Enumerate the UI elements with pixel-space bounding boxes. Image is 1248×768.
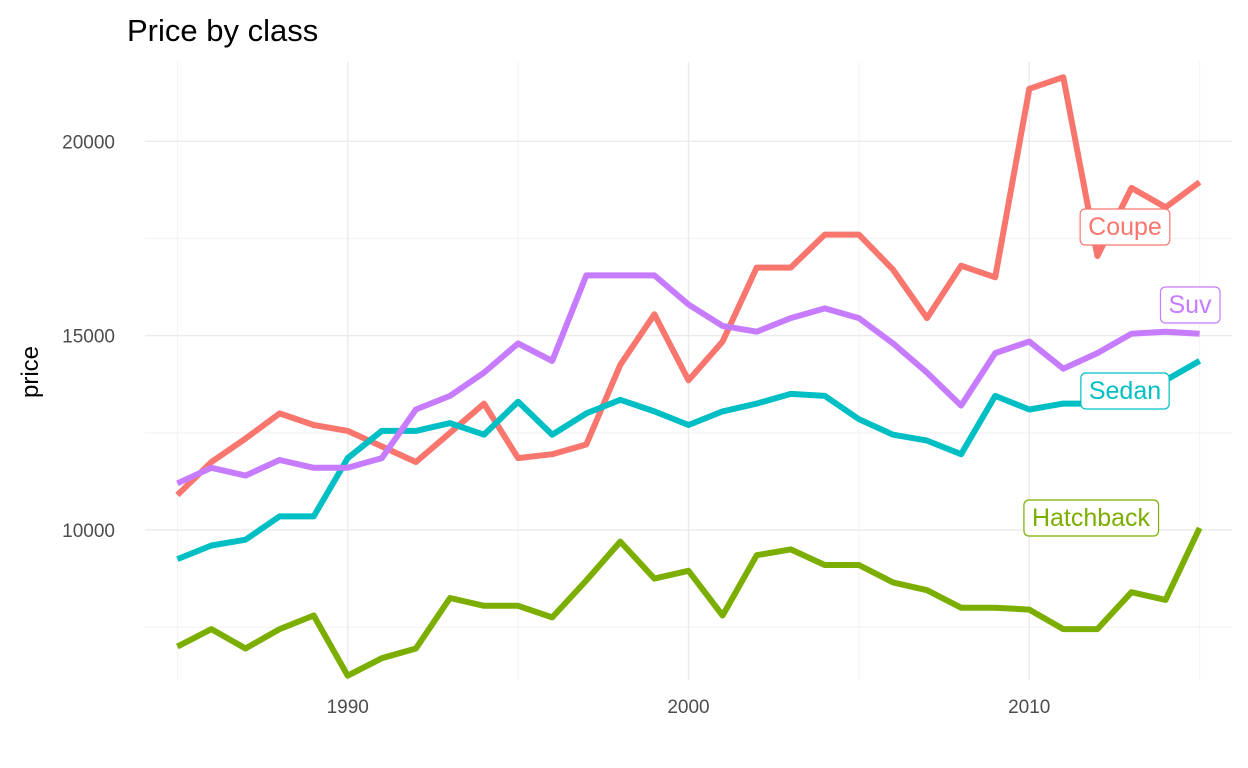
series-labels: Coupe Suv Sedan Hatchback: [1023, 208, 1221, 537]
series-label-text: Sedan: [1089, 377, 1161, 405]
series-label-box: [1079, 208, 1171, 246]
series-label-sedan: Sedan: [1080, 372, 1170, 410]
series-line-hatchback: [176, 526, 1203, 679]
chart-title: Price by class: [127, 13, 318, 48]
series-lines: [175, 74, 1203, 679]
y-tick-label: 15000: [62, 327, 115, 348]
y-tick-label: 10000: [62, 521, 115, 542]
series-label-suv: Suv: [1159, 286, 1221, 324]
series-label-coupe: Coupe: [1079, 208, 1171, 246]
y-axis-ticks: 10000 15000 20000: [62, 132, 115, 542]
y-axis-title: price: [17, 346, 44, 398]
x-axis-ticks: 1990 2000 2010: [327, 697, 1051, 718]
x-tick-label: 2000: [667, 697, 709, 718]
series-label-text: Suv: [1168, 291, 1212, 319]
series-line-coupe: [175, 74, 1202, 498]
series-label-hatchback: Hatchback: [1023, 499, 1160, 537]
series-label-box: [1159, 286, 1221, 324]
x-tick-label: 2010: [1008, 697, 1050, 718]
series-line-sedan: [176, 358, 1202, 562]
y-tick-label: 20000: [62, 132, 115, 153]
series-label-text: Hatchback: [1032, 504, 1151, 532]
series-label-box: [1080, 372, 1170, 410]
gridlines: [145, 62, 1232, 680]
x-tick-label: 1990: [327, 697, 369, 718]
series-label-box: [1023, 499, 1160, 537]
series-label-text: Coupe: [1088, 213, 1162, 241]
series-line-suv: [176, 272, 1200, 487]
